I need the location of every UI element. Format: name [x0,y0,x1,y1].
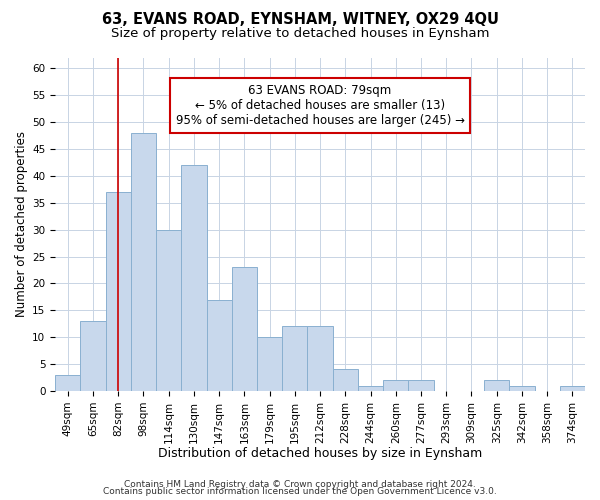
Bar [80,321,106,391]
Text: Contains public sector information licensed under the Open Government Licence v3: Contains public sector information licen… [103,487,497,496]
Bar [409,380,434,391]
Bar [282,326,307,391]
Bar [509,386,535,391]
Bar [156,230,181,391]
X-axis label: Distribution of detached houses by size in Eynsham: Distribution of detached houses by size … [158,447,482,460]
Y-axis label: Number of detached properties: Number of detached properties [15,131,28,317]
Text: 63 EVANS ROAD: 79sqm
← 5% of detached houses are smaller (13)
95% of semi-detach: 63 EVANS ROAD: 79sqm ← 5% of detached ho… [176,84,464,127]
Bar [206,300,232,391]
Text: Size of property relative to detached houses in Eynsham: Size of property relative to detached ho… [111,28,489,40]
Bar [181,165,206,391]
Bar [55,375,80,391]
Bar [307,326,332,391]
Bar [257,337,282,391]
Text: Contains HM Land Registry data © Crown copyright and database right 2024.: Contains HM Land Registry data © Crown c… [124,480,476,489]
Bar [131,133,156,391]
Bar [106,192,131,391]
Bar [560,386,585,391]
Bar [383,380,409,391]
Bar [358,386,383,391]
Bar [232,268,257,391]
Bar [484,380,509,391]
Bar [332,370,358,391]
Text: 63, EVANS ROAD, EYNSHAM, WITNEY, OX29 4QU: 63, EVANS ROAD, EYNSHAM, WITNEY, OX29 4Q… [101,12,499,28]
